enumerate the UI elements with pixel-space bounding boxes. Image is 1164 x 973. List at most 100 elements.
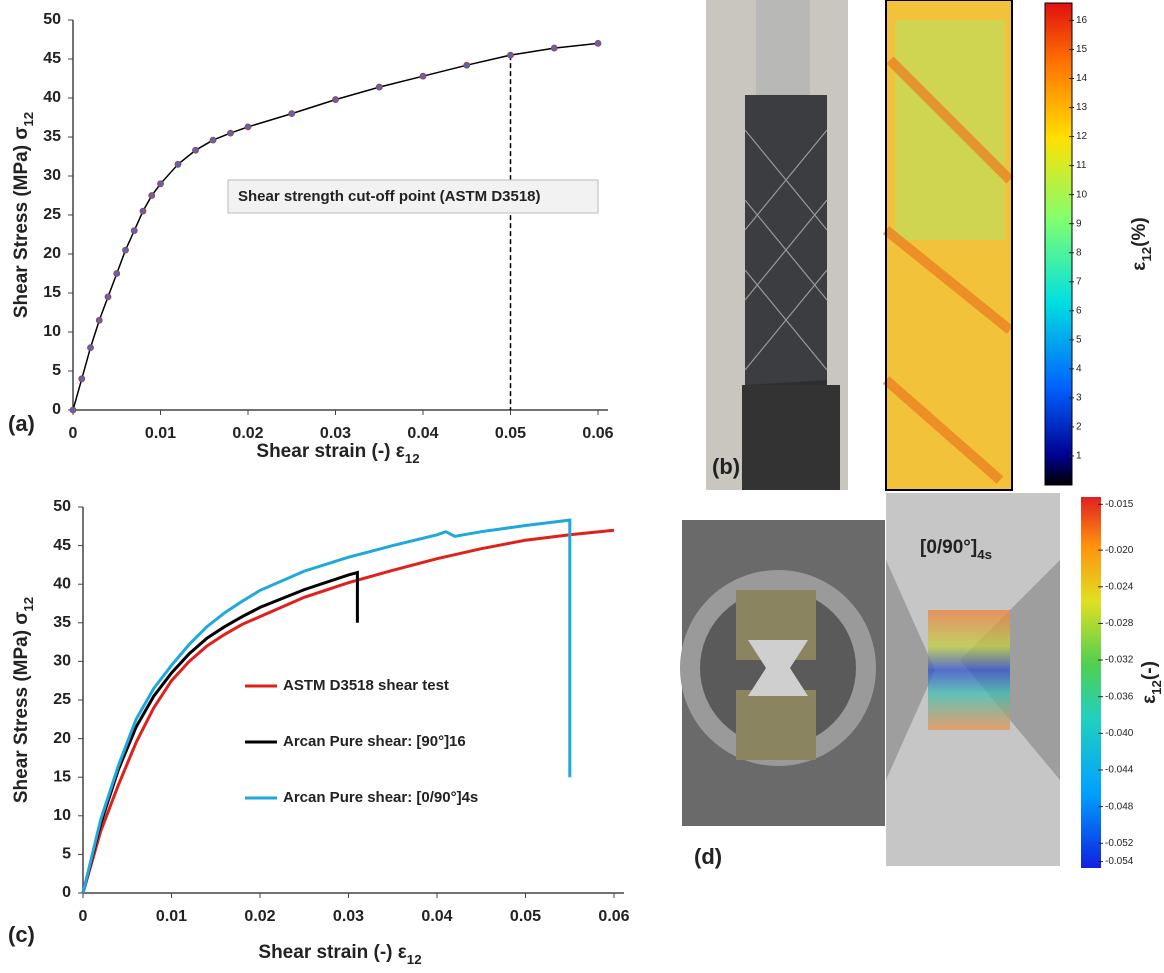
x-tick-label: 0.05	[510, 908, 541, 925]
data-point	[174, 160, 182, 168]
y-tick-label: 30	[53, 653, 71, 670]
x-axis-title-part: Shear strain (-) ε	[258, 942, 406, 963]
data-point	[192, 146, 199, 154]
y-axis-title-part: Shear Stress (MPa) σ	[11, 127, 32, 318]
colorbar-tick-label: 4	[1076, 363, 1082, 374]
x-tick-label: 0.06	[598, 908, 629, 925]
y-tick-label: 15	[43, 284, 61, 301]
y-tick-label: 30	[43, 167, 61, 184]
data-point	[122, 246, 129, 254]
colorbar-title-part: 12	[1149, 680, 1164, 695]
colorbar-title-part: ε	[1139, 695, 1160, 704]
colorbar-tick-label: 10	[1076, 189, 1088, 200]
colorbar-tick-label: -0.015	[1105, 499, 1134, 510]
data-point	[209, 136, 217, 144]
x-tick-label: 0	[79, 908, 88, 925]
x-tick-label: 0.01	[156, 908, 187, 925]
data-point	[375, 83, 383, 91]
data-point	[463, 61, 471, 69]
y-axis-title-part: Shear Stress (MPa) σ	[11, 612, 32, 803]
x-tick-label: 0.03	[320, 425, 351, 442]
data-point	[69, 406, 77, 414]
y-tick-label: 40	[43, 89, 61, 106]
colorbar-tick-label: -0.032	[1105, 655, 1134, 666]
colorbar-tick-label: 3	[1076, 393, 1082, 404]
y-tick-label: 35	[53, 614, 71, 631]
specimen-label-part: 4s	[977, 547, 992, 562]
series-line	[81, 518, 572, 894]
annotation: Shear strength cut-off point (ASTM D3518…	[238, 188, 541, 205]
colorbar-tick-label: 12	[1076, 131, 1088, 142]
colorbar-title-part: (%)	[1129, 217, 1150, 247]
colorbar-tick-label: 5	[1076, 334, 1082, 345]
y-tick-label: 0	[52, 401, 61, 418]
legend-label: ASTM D3518 shear test	[283, 677, 449, 694]
y-tick-label: 20	[43, 245, 61, 262]
data-point	[507, 51, 514, 59]
y-axis-title-part: 12	[21, 597, 36, 612]
colorbar-tick-label: 8	[1076, 247, 1082, 258]
colorbar-tick-label: 15	[1076, 44, 1088, 55]
colorbar-tick-label: 9	[1076, 218, 1082, 229]
data-point	[139, 207, 147, 215]
data-point	[288, 110, 296, 117]
panel-label: (c)	[8, 922, 35, 947]
y-tick-label: 10	[53, 807, 71, 824]
x-axis-title: Shear strain (-) ε12	[256, 441, 419, 466]
y-tick-label: 50	[53, 498, 71, 515]
x-axis-title: Shear strain (-) ε12	[258, 942, 421, 967]
data-point	[95, 316, 103, 324]
colorbar	[1044, 2, 1073, 486]
specimen-label-part: [0/90°]	[920, 537, 977, 558]
y-tick-label: 45	[43, 50, 61, 67]
colorbar-title: ε12(%)	[1129, 217, 1154, 270]
y-tick-label: 45	[53, 537, 71, 554]
colorbar-tick-label: -0.054	[1105, 856, 1134, 867]
photo-specimen	[706, 0, 848, 490]
series-line	[81, 528, 615, 894]
colorbar-tick-label: 14	[1076, 73, 1088, 84]
colorbar-tick-label: 1	[1076, 451, 1082, 462]
data-point	[550, 44, 558, 52]
panel-label: (b)	[712, 454, 740, 479]
colorbar-tick-label: -0.024	[1105, 581, 1134, 592]
annotation-box	[227, 179, 599, 214]
y-tick-label: 25	[43, 206, 61, 223]
y-tick-label: 50	[43, 11, 61, 28]
colorbar-tick-label: 16	[1076, 15, 1088, 26]
colorbar-title-part: ε	[1129, 262, 1150, 271]
data-point	[244, 123, 252, 131]
legend-label: Arcan Pure shear: [90°]16	[283, 733, 466, 750]
x-tick-label: 0.03	[333, 908, 364, 925]
colorbar-title-part: (-)	[1139, 661, 1160, 680]
x-tick-label: 0.04	[421, 908, 452, 925]
colorbar-tick-label: 11	[1076, 160, 1087, 171]
panel-label: (d)	[694, 844, 722, 869]
colorbar-tick-label: 2	[1076, 422, 1082, 433]
data-point	[419, 72, 427, 80]
colorbar-tick-label: 7	[1076, 276, 1082, 287]
legend-label: Arcan Pure shear: [0/90°]4s	[283, 789, 478, 806]
data-point	[332, 96, 339, 103]
photo-fixture	[680, 520, 885, 826]
x-axis-title-part: 12	[407, 952, 422, 967]
y-axis-title: Shear Stress (MPa) σ12	[11, 597, 36, 803]
data-point	[104, 293, 112, 301]
y-tick-label: 15	[53, 768, 71, 785]
y-axis-title-part: 12	[21, 112, 36, 127]
x-tick-label: 0.06	[582, 425, 613, 442]
colorbar-title-part: 12	[1139, 247, 1154, 262]
dic-image	[886, 493, 1060, 866]
data-point	[130, 227, 138, 235]
strain-map	[882, 0, 1014, 491]
colorbar-tick-label: -0.052	[1105, 838, 1134, 849]
colorbar-tick-label: -0.048	[1105, 801, 1134, 812]
x-tick-label: 0.02	[232, 425, 263, 442]
series-line	[81, 570, 359, 894]
series-line	[72, 42, 599, 411]
colorbar-title: ε12(-)	[1139, 661, 1164, 704]
x-tick-label: 0.02	[244, 908, 275, 925]
x-tick-label: 0.01	[145, 425, 176, 442]
data-point	[157, 180, 164, 188]
data-point	[113, 270, 121, 277]
